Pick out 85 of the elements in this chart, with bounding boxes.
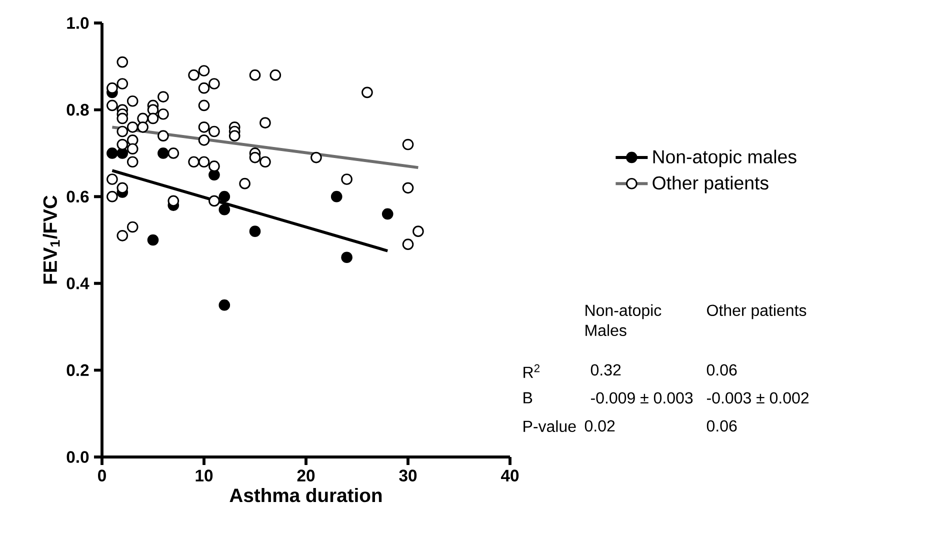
text: 0.02 — [584, 420, 615, 432]
point — [116, 138, 128, 150]
point — [208, 78, 220, 90]
point — [249, 226, 261, 237]
x-tick-label: 40 — [500, 470, 519, 482]
text: 0.32 — [590, 364, 621, 376]
point — [147, 234, 159, 246]
point — [116, 56, 128, 68]
text: Non-atopic Males — [586, 304, 662, 336]
point — [198, 121, 210, 133]
point — [198, 156, 210, 168]
point — [402, 182, 414, 194]
legend-label: Non-atopic males — [653, 150, 796, 168]
point — [168, 148, 180, 159]
text: -0.009 ± 0.003 — [590, 392, 693, 404]
y-tick-label: 0.0 — [66, 451, 89, 463]
point — [126, 221, 138, 233]
point — [228, 130, 240, 142]
text: R$^{2}$ — [524, 364, 540, 378]
text: B — [524, 392, 532, 404]
point — [126, 156, 138, 168]
point — [158, 148, 169, 159]
point — [188, 156, 200, 168]
y-tick-label: 0.8 — [66, 104, 89, 116]
text: -0.003 ± 0.002 — [706, 392, 809, 404]
point — [402, 238, 414, 250]
point — [188, 69, 200, 81]
point — [330, 190, 342, 202]
point — [249, 152, 261, 164]
text: 0.06 — [706, 364, 737, 376]
point — [106, 100, 118, 112]
point — [106, 148, 118, 159]
point — [412, 226, 424, 237]
point — [126, 95, 138, 107]
point — [106, 174, 118, 185]
point — [147, 112, 159, 124]
point — [260, 156, 271, 168]
point — [341, 174, 352, 185]
point — [218, 299, 230, 311]
point — [116, 78, 128, 90]
x-tick-label: 0 — [98, 470, 106, 482]
point — [362, 86, 373, 98]
y-tick-label: 1.0 — [67, 17, 89, 29]
point — [116, 126, 128, 138]
point — [402, 138, 414, 150]
point — [198, 65, 210, 76]
x-tick-label: 20 — [297, 470, 315, 482]
point — [208, 195, 220, 207]
point — [116, 182, 128, 194]
y-tick-label: 0.4 — [66, 277, 90, 290]
point — [116, 230, 128, 242]
point — [341, 252, 352, 264]
legend-label: Other patients — [652, 176, 768, 194]
text: 0.06 — [706, 420, 737, 432]
point — [158, 130, 169, 142]
point — [198, 134, 210, 146]
point — [239, 178, 250, 190]
point — [218, 204, 230, 216]
point — [218, 190, 230, 202]
point — [310, 152, 322, 164]
point — [158, 108, 169, 120]
point — [260, 117, 271, 128]
text: Other patients — [707, 304, 806, 320]
point — [158, 91, 169, 102]
x-axis-title: Asthma duration — [230, 488, 382, 502]
point — [382, 208, 394, 220]
y-axis-title: FEV$_{1}$/FVC — [42, 196, 60, 284]
point — [116, 112, 128, 124]
point — [198, 82, 210, 94]
y-tick-label: 0.6 — [66, 190, 89, 202]
point — [106, 82, 118, 94]
point — [270, 69, 282, 81]
point — [137, 121, 148, 133]
point — [249, 69, 261, 81]
point — [198, 100, 210, 112]
x-tick-label: 10 — [196, 470, 213, 482]
point — [126, 121, 138, 133]
y-tick-label: 0.2 — [66, 364, 89, 376]
point — [168, 195, 180, 207]
point — [208, 160, 220, 172]
point — [208, 126, 220, 138]
text: P-value — [524, 420, 576, 432]
x-tick-label: 30 — [399, 470, 417, 482]
point — [106, 190, 118, 202]
point — [126, 143, 138, 155]
